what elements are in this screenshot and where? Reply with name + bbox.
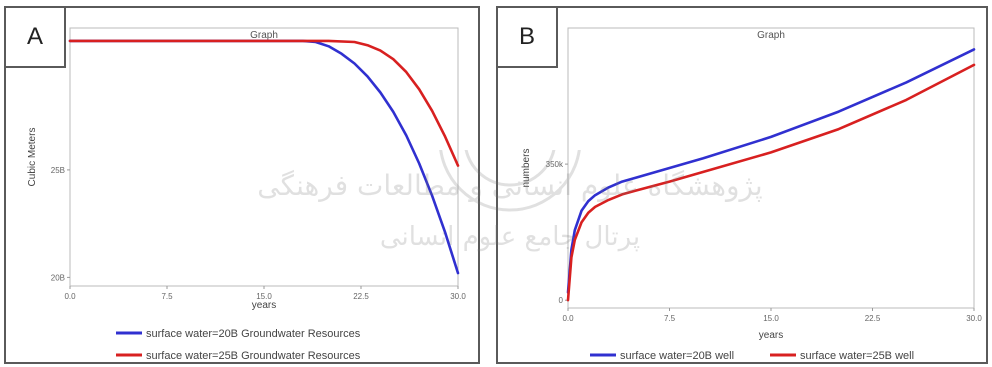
chart-b-y-tick-label: 350k [546, 160, 564, 169]
chart-b-series-line-2 [566, 63, 976, 302]
chart-b-svg: Graph 0.0 7.5 15.0 22.5 30.0 0 350k years numbers… [521, 27, 982, 362]
chart-a-x-tick-label: 22.5 [353, 292, 369, 301]
chart-b-legend-label-2: surface water=25B well [800, 350, 914, 362]
chart-a-x-tick-label: 7.5 [161, 292, 173, 301]
panel-label-b: B [496, 6, 558, 68]
chart-a-y-axis-label: Cubic Meters [27, 128, 38, 187]
chart-a-svg: Graph 0.0 7.5 15.0 22.5 30.0 20B 25B years Cubic … [27, 27, 466, 362]
chart-a-legend-label-2: surface water=25B Groundwater Resources [146, 350, 361, 362]
chart-b-plot-frame [567, 27, 975, 309]
chart-b-x-tick-label: 15.0 [763, 314, 779, 323]
chart-b-legend-label-1: surface water=20B well [620, 350, 734, 362]
chart-b-x-tick-label: 22.5 [865, 314, 881, 323]
chart-b-title: Graph [757, 30, 785, 41]
chart-panel-b: Graph 0.0 7.5 15.0 22.5 30.0 0 350k years numbers… [496, 6, 988, 364]
chart-b-x-axis-label: years [759, 330, 783, 341]
chart-a-y-tick-label: 25B [51, 166, 65, 175]
chart-a-legend-label-1: surface water=20B Groundwater Resources [146, 328, 361, 340]
chart-a-title: Graph [250, 30, 278, 41]
chart-b-series-line-1 [566, 48, 976, 294]
panel-label-a: A [4, 6, 66, 68]
chart-a-series-line-1 [68, 39, 460, 275]
chart-b-x-tick-label: 30.0 [966, 314, 982, 323]
chart-a-y-tick-label: 20B [51, 273, 65, 282]
chart-a-x-axis-label: years [252, 300, 276, 311]
chart-a-x-tick-label: 0.0 [64, 292, 76, 301]
chart-b-x-tick-label: 0.0 [562, 314, 574, 323]
chart-a-series-line-2 [68, 39, 460, 167]
chart-b-y-tick-label: 0 [559, 296, 564, 305]
chart-b-x-tick-label: 7.5 [664, 314, 676, 323]
chart-a-x-tick-label: 30.0 [450, 292, 466, 301]
chart-panel-a: Graph 0.0 7.5 15.0 22.5 30.0 20B 25B years Cubic … [4, 6, 480, 364]
chart-a-x-tick-label: 15.0 [256, 292, 272, 301]
chart-b-y-axis-label: numbers [521, 149, 532, 188]
